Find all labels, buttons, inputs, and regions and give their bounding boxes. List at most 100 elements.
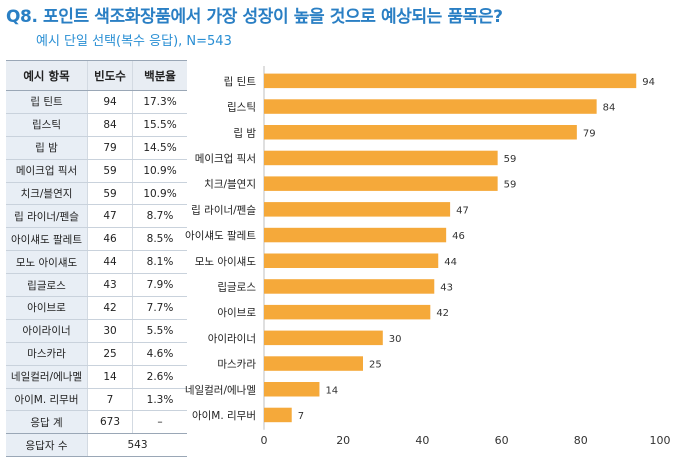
bar: [264, 176, 498, 191]
table-row: 립 라이너/펜슬 47 8.7%: [6, 204, 187, 229]
table-row: 아이브로 42 7.7%: [6, 296, 187, 320]
row-count: 30: [87, 319, 133, 343]
table-row: 립 틴트 94 17.3%: [6, 90, 187, 114]
bar: [264, 407, 292, 423]
row-percent: 1.3%: [132, 388, 187, 412]
row-item: 아이브로: [6, 296, 88, 320]
header-item: 예시 항목: [6, 60, 88, 91]
row-item: 모노 아이섀도: [6, 250, 88, 275]
category-label: 립 라이너/펜슬: [191, 203, 256, 216]
category-label: 립 틴트: [224, 75, 257, 88]
header-percent: 백분율: [132, 60, 187, 91]
table-row: 아이라이너 30 5.5%: [6, 319, 187, 343]
category-label: 아이M. 리무버: [192, 410, 256, 422]
bar: [264, 279, 435, 294]
bar: [264, 125, 577, 140]
data-label: 79: [583, 128, 596, 139]
row-percent: 7.7%: [132, 296, 187, 320]
table-header-row: 예시 항목 빈도수 백분율: [6, 60, 187, 91]
frequency-table: 예시 항목 빈도수 백분율 립 틴트 94 17.3% 립스틱 84 15.5% 립 밤 79…: [6, 60, 187, 457]
row-count: 43: [87, 273, 133, 298]
row-item: 아이섀도 팔레트: [6, 227, 88, 252]
row-percent: 5.5%: [132, 319, 187, 343]
row-count: 42: [87, 296, 133, 320]
table-row: 아이섀도 팔레트 46 8.5%: [6, 227, 187, 252]
category-label: 아이섀도 팔레트: [185, 230, 256, 242]
row-percent: 7.9%: [132, 273, 187, 298]
bar: [264, 356, 363, 371]
data-label: 43: [440, 282, 453, 293]
data-label: 47: [456, 205, 469, 216]
data-label: 42: [436, 308, 449, 319]
row-percent: 10.9%: [132, 159, 187, 183]
row-count: 59: [87, 182, 133, 206]
row-count: 25: [87, 342, 133, 366]
table-row: 마스카라 25 4.6%: [6, 342, 187, 366]
x-tick-label: 20: [336, 434, 350, 447]
row-percent: 10.9%: [132, 182, 187, 206]
row-count: 47: [87, 204, 133, 229]
row-item: 마스카라: [6, 342, 88, 366]
category-label: 립스틱: [227, 101, 256, 114]
total-percent: –: [132, 410, 187, 435]
row-count: 79: [87, 136, 133, 160]
row-item: 립스틱: [6, 113, 88, 137]
data-label: 59: [504, 180, 517, 191]
table-row: 립글로스 43 7.9%: [6, 273, 187, 298]
row-count: 14: [87, 365, 133, 389]
data-label: 94: [642, 77, 655, 88]
row-item: 립 밤: [6, 136, 88, 160]
data-label: 30: [389, 334, 402, 345]
category-label: 아이라이너: [208, 333, 256, 345]
row-item: 아이라이너: [6, 319, 88, 343]
total-label: 응답 계: [6, 410, 88, 435]
table-row: 립스틱 84 15.5%: [6, 113, 187, 137]
row-count: 7: [87, 388, 133, 412]
bar: [264, 150, 498, 166]
data-label: 25: [369, 360, 382, 371]
respondents-value: 543: [87, 433, 187, 457]
x-tick-label: 80: [574, 434, 588, 447]
category-label: 메이크업 픽서: [195, 152, 256, 165]
x-tick-label: 60: [495, 434, 509, 447]
bar: [264, 227, 447, 243]
total-count: 673: [87, 410, 133, 435]
data-label: 7: [298, 411, 304, 422]
row-item: 메이크업 픽서: [6, 159, 88, 183]
bar: [264, 73, 637, 89]
bar: [264, 304, 431, 320]
row-count: 94: [87, 90, 133, 114]
table-respondents-row: 응답자 수 543: [6, 433, 187, 457]
row-item: 아이M. 리무버: [6, 388, 88, 412]
table-row: 메이크업 픽서 59 10.9%: [6, 159, 187, 183]
header-count: 빈도수: [87, 60, 133, 91]
page-title: Q8. 포인트 색조화장품에서 가장 성장이 높을 것으로 예상되는 품목은?: [6, 7, 503, 27]
row-percent: 2.6%: [132, 365, 187, 389]
table-row: 아이M. 리무버 7 1.3%: [6, 388, 187, 412]
category-label: 마스카라: [217, 359, 256, 371]
x-tick-label: 100: [650, 434, 671, 447]
bar: [264, 253, 439, 268]
x-tick-label: 0: [261, 434, 268, 447]
category-label: 네일컬러/에나멜: [185, 383, 256, 396]
page-subtitle: 예시 단일 선택(복수 응답), N=543: [36, 34, 232, 49]
row-item: 립 라이너/펜슬: [6, 204, 88, 229]
category-label: 모노 아이섀도: [195, 256, 257, 268]
row-percent: 14.5%: [132, 136, 187, 160]
row-count: 44: [87, 250, 133, 275]
row-percent: 8.5%: [132, 227, 187, 252]
bar: [264, 202, 451, 217]
data-label: 84: [603, 103, 616, 114]
bar: [264, 99, 597, 114]
row-percent: 4.6%: [132, 342, 187, 366]
table-row: 네일컬러/에나멜 14 2.6%: [6, 365, 187, 389]
row-percent: 17.3%: [132, 90, 187, 114]
row-count: 84: [87, 113, 133, 137]
row-item: 치크/블연지: [6, 182, 88, 206]
row-item: 네일컬러/에나멜: [6, 365, 88, 389]
row-percent: 15.5%: [132, 113, 187, 137]
bar: [264, 330, 383, 346]
data-label: 44: [444, 257, 457, 268]
data-label: 14: [325, 385, 338, 396]
